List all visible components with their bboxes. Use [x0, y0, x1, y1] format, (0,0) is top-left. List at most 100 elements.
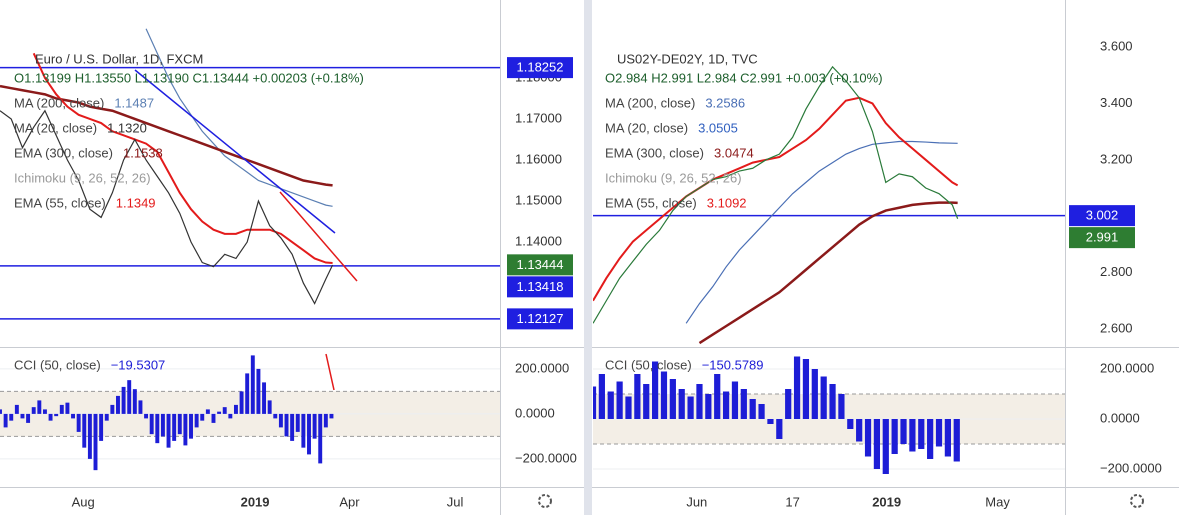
legend-name: MA (200, close) — [14, 95, 104, 110]
cci-bar — [99, 413, 104, 441]
price-label-bg — [507, 276, 573, 298]
cci-bar — [598, 374, 605, 419]
legend-name: EMA (55, close) — [605, 195, 697, 210]
y-tick-label: 3.400 — [1100, 95, 1133, 110]
cci-bar — [290, 413, 295, 441]
cci-bar — [909, 419, 916, 452]
cci-bar — [295, 413, 300, 432]
ohlc-line: O2.984 H2.991 L2.984 C2.991 +0.003 (+0.1… — [605, 70, 883, 85]
cci-bar — [217, 411, 222, 414]
y-tick-label: 0.0000 — [1100, 410, 1140, 425]
cci-bar — [222, 407, 227, 414]
cci-bar — [3, 413, 8, 428]
cci-bar — [284, 413, 289, 437]
indicator-line — [145, 28, 333, 207]
cci-bar — [882, 419, 889, 474]
ohlc-line: O1.13199 H1.13550 L1.13190 C1.13444 +0.0… — [14, 70, 364, 85]
cci-bar — [660, 371, 668, 419]
cci-legend-name: CCI (50, close) — [14, 357, 101, 372]
cci-bar — [273, 413, 278, 419]
price-label: 2.991 — [1086, 230, 1119, 245]
settings-icon[interactable] — [1130, 494, 1144, 508]
legend-value: 1.1320 — [107, 120, 147, 135]
y-tick-label: 2.800 — [1100, 264, 1133, 279]
settings-icon[interactable] — [538, 494, 552, 508]
cci-bar — [829, 384, 836, 419]
cci-bar — [256, 368, 261, 414]
cci-bar — [205, 409, 210, 414]
grid-layer — [0, 368, 1065, 470]
legend-value: 3.0474 — [714, 145, 754, 160]
price-line — [0, 109, 334, 305]
cci-bar — [132, 389, 137, 414]
cci-bar — [705, 394, 712, 419]
cci-bar — [194, 413, 199, 428]
cci-bar — [607, 391, 614, 419]
mark-layer — [0, 28, 1065, 474]
cci-bar — [793, 356, 801, 419]
price-label-bg — [1069, 205, 1135, 227]
legend-value: 1.1538 — [123, 145, 163, 160]
cci-bar — [59, 404, 64, 414]
cci-bar — [953, 419, 960, 462]
price-label-bg — [507, 254, 573, 276]
cci-bar — [172, 413, 177, 441]
chart-title: Euro / U.S. Dollar, 1D, FXCM — [35, 51, 203, 66]
price-label-bg — [507, 57, 573, 79]
y-tick-label: 3.200 — [1100, 151, 1133, 166]
cci-bar — [87, 413, 92, 459]
trend-line — [279, 191, 358, 282]
cci-bar — [873, 419, 881, 469]
cci-bar — [722, 391, 730, 419]
cci-bar — [26, 413, 31, 423]
cci-bar — [802, 359, 810, 419]
y-tick-label: 2.600 — [1100, 320, 1133, 335]
y-tick-label: −200.0000 — [515, 450, 577, 465]
x-tick-label: May — [985, 494, 1010, 509]
cci-bar — [166, 413, 171, 448]
cci-bar — [211, 413, 216, 423]
cci-bar — [811, 369, 818, 419]
cci-bar — [625, 396, 632, 419]
cci-bar — [820, 376, 827, 419]
cci-bar — [652, 361, 659, 419]
legend-value: 3.1092 — [707, 195, 747, 210]
price-label: 1.12127 — [517, 311, 564, 326]
cci-bar — [9, 413, 14, 421]
y-tick-label: 200.0000 — [1100, 360, 1154, 375]
cci-bar — [138, 400, 143, 414]
cci-bar — [127, 380, 132, 414]
cci-bar — [864, 419, 872, 457]
cci-bar — [329, 413, 334, 419]
legend-name: MA (20, close) — [605, 120, 688, 135]
cci-bar — [696, 384, 703, 419]
cci-bar — [160, 413, 165, 437]
cci-histogram — [593, 356, 960, 474]
cci-bar — [177, 413, 182, 435]
indicator-line — [685, 140, 958, 324]
cci-bar — [318, 413, 323, 464]
cci-bar — [776, 419, 783, 439]
cci-bar — [121, 386, 126, 414]
indicator-line — [0, 84, 333, 187]
cci-bar — [731, 381, 739, 419]
cci-bar — [740, 389, 747, 419]
cci-bar — [31, 407, 36, 414]
x-tick-label: 2019 — [241, 494, 270, 509]
cci-bar — [634, 374, 641, 419]
legend-value: 1.1349 — [116, 195, 156, 210]
cci-bar — [307, 413, 311, 455]
legend-value: 3.0505 — [698, 120, 738, 135]
cci-bar — [116, 395, 120, 414]
price-label: 1.13444 — [517, 257, 564, 272]
price-label-bg — [507, 308, 573, 330]
cci-bar — [301, 413, 306, 448]
panel-gap — [584, 0, 592, 515]
cci-bar — [183, 413, 188, 446]
legend-value: 3.2586 — [705, 95, 745, 110]
cci-bar — [262, 382, 267, 414]
y-tick-label: −200.0000 — [1100, 460, 1162, 475]
price-label-bg — [1069, 227, 1135, 249]
